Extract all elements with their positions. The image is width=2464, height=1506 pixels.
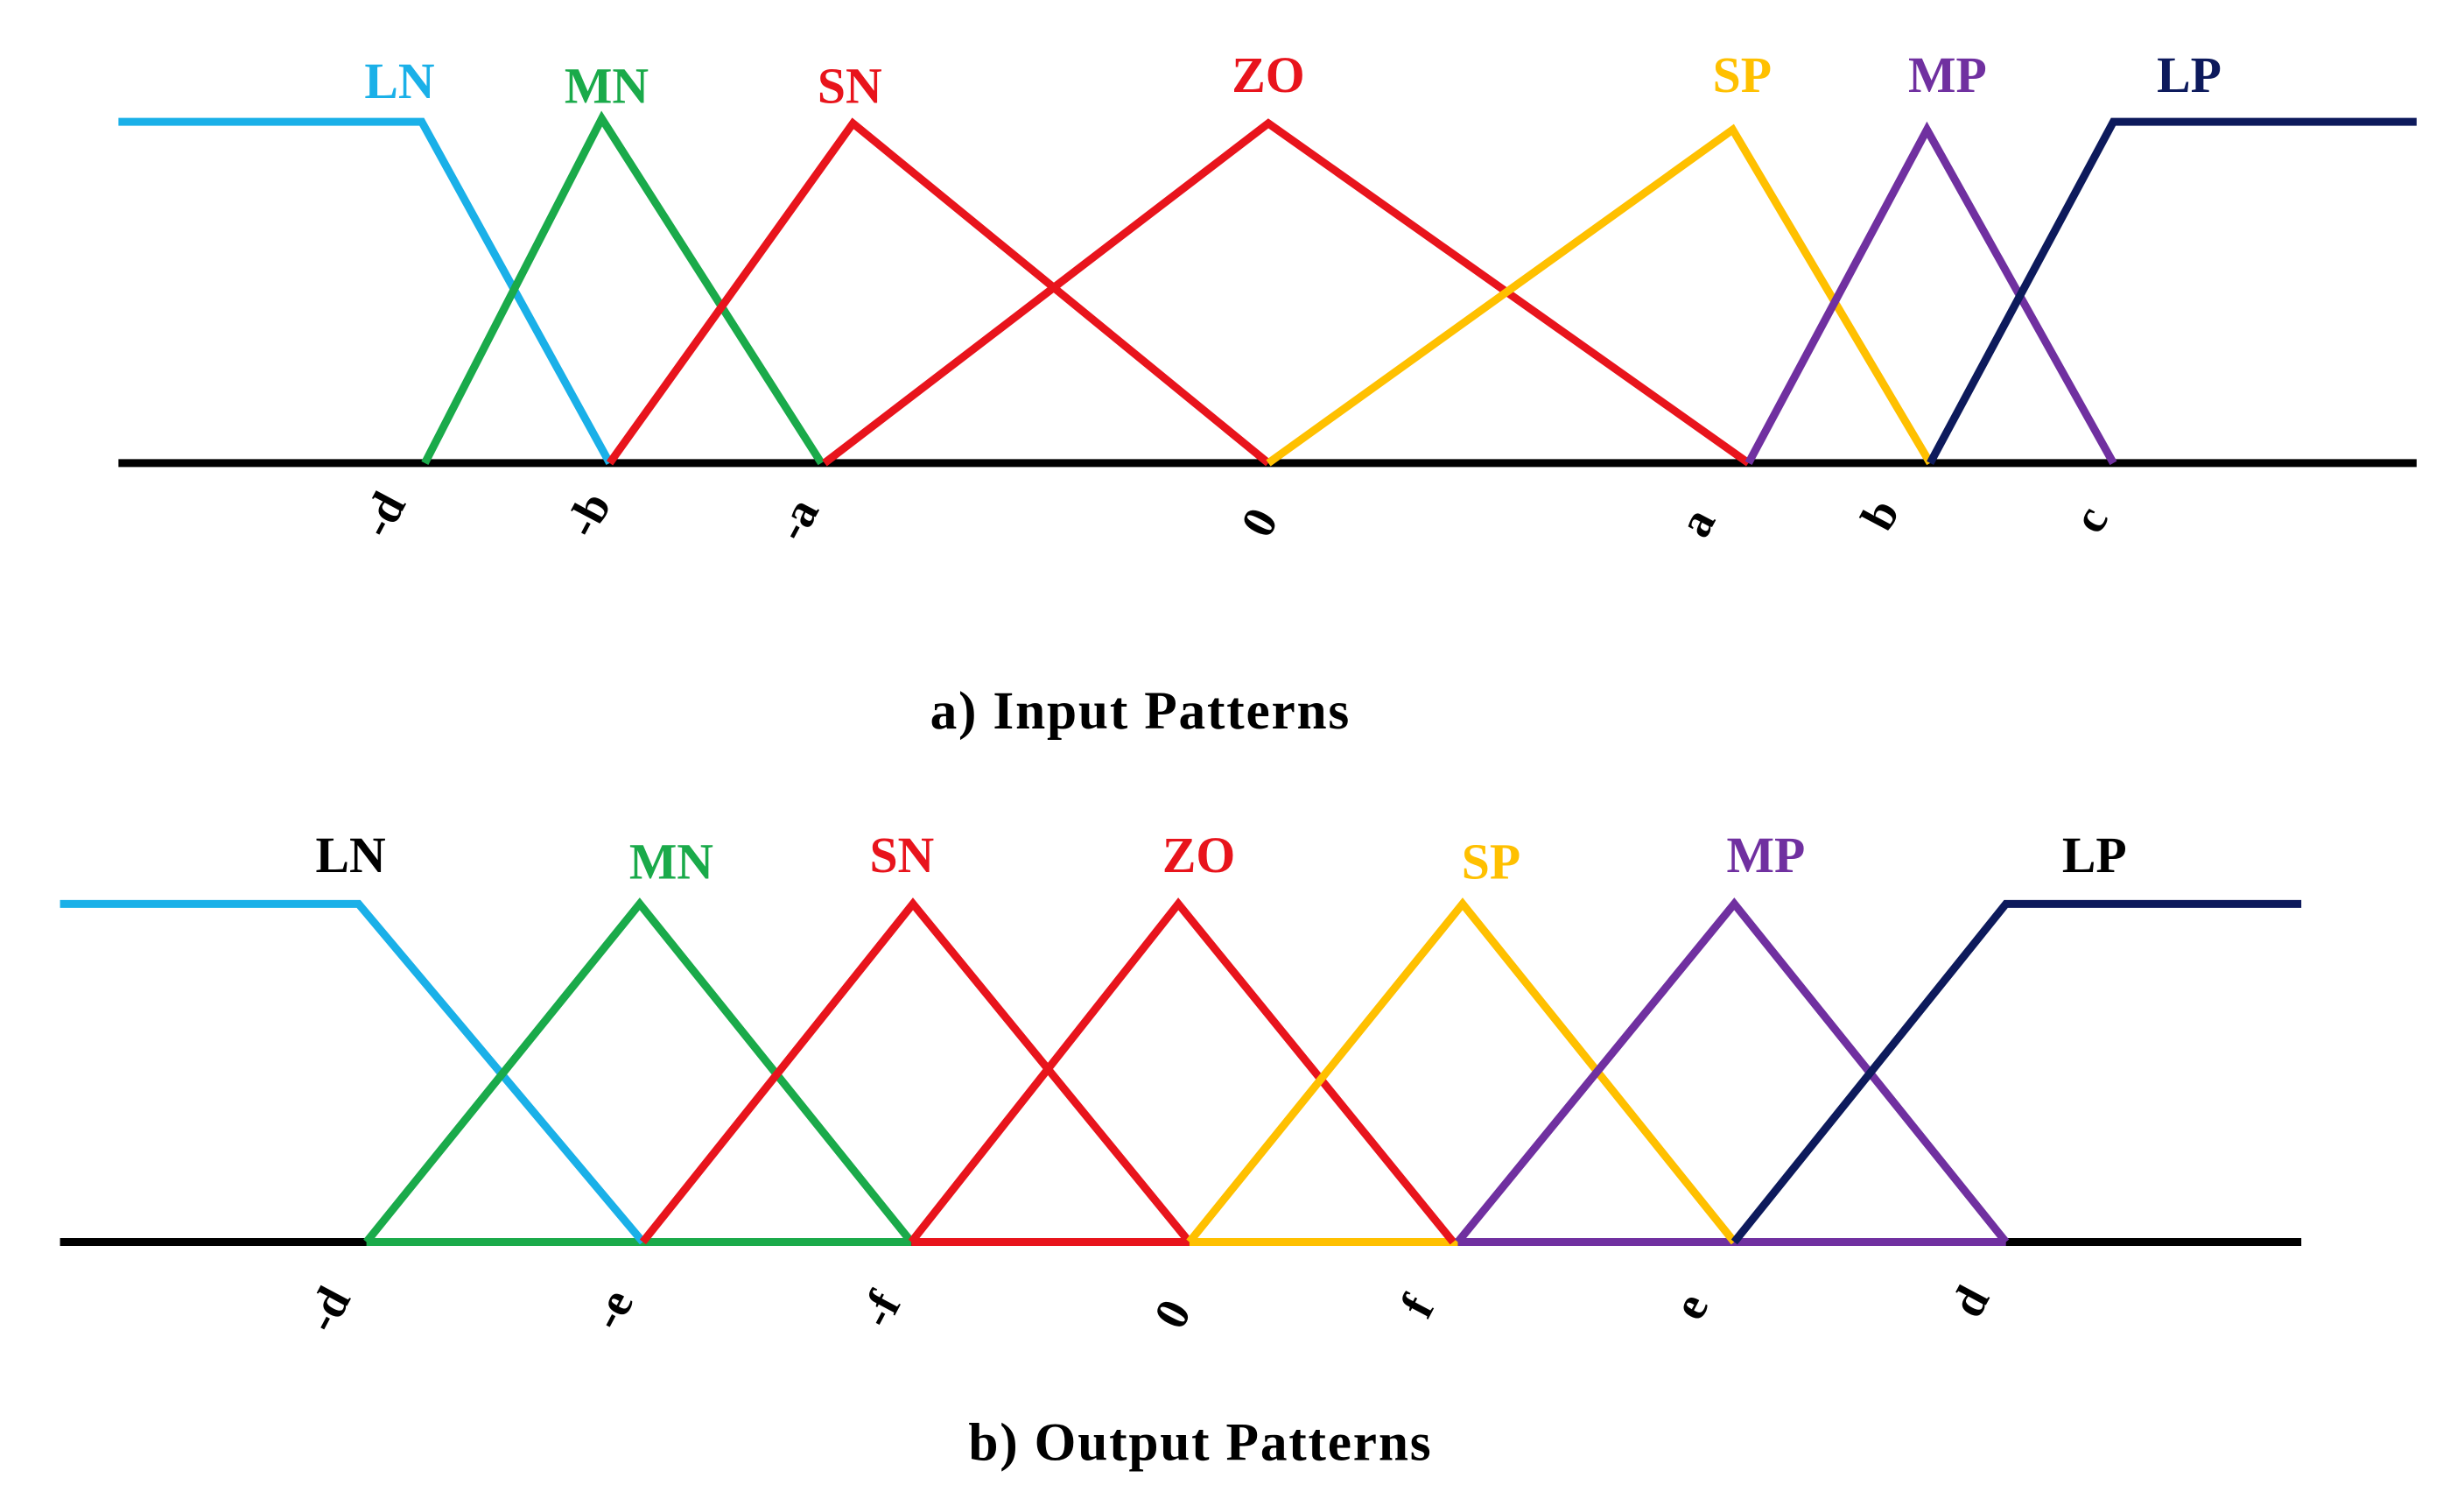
tick-label: 0: [1144, 1291, 1202, 1337]
tick-label: 0: [1231, 500, 1288, 545]
set-label: MN: [565, 59, 649, 114]
set-label: SP: [1713, 48, 1772, 103]
set-label: LP: [2062, 828, 2127, 883]
tick-label: f: [1390, 1286, 1444, 1326]
tick-label: -d: [349, 483, 416, 545]
tick-label: b: [1850, 490, 1909, 538]
ln-curve: [118, 117, 614, 466]
set-label: SP: [1462, 834, 1520, 890]
caption: a) Input Patterns: [930, 681, 1351, 741]
zo-curve: [822, 118, 1751, 467]
set-label: LN: [364, 54, 434, 109]
set-label: MP: [1727, 828, 1806, 883]
mn-curve: [421, 110, 825, 466]
lp-curve: [1730, 899, 2302, 1245]
set-label: SN: [869, 828, 934, 883]
tick-label: -f: [850, 1282, 911, 1335]
mn-curve: [363, 897, 915, 1245]
sn-curve: [639, 897, 1193, 1245]
tick-label: -e: [579, 1281, 643, 1338]
mp-curve: [1744, 121, 2117, 466]
output-panel: LN MN SN ZO SP MP LP -d -e -f 0 f e d b)…: [60, 828, 2302, 1473]
caption: b) Output Patterns: [968, 1413, 1432, 1473]
set-label: LP: [2157, 48, 2222, 103]
sp-curve: [1186, 897, 1737, 1245]
set-label: MN: [629, 834, 713, 890]
zo-curve: [908, 897, 1457, 1245]
set-label: LN: [315, 828, 385, 883]
mp-curve: [1455, 897, 2010, 1245]
tick-label: e: [1662, 1284, 1718, 1327]
set-label: ZO: [1232, 48, 1304, 103]
sn-curve: [606, 117, 1271, 467]
input-panel: LN MN SN ZO SP MP LP -d -b -a 0 a b c a)…: [118, 48, 2417, 741]
tick-label: -b: [555, 483, 621, 545]
set-label: SN: [818, 59, 882, 114]
lp-curve: [1927, 117, 2417, 466]
ln-curve: [60, 899, 646, 1245]
tick-label: a: [1668, 500, 1726, 545]
set-label: MP: [1908, 48, 1987, 103]
sp-curve: [1266, 123, 1934, 467]
tick-label: c: [2062, 497, 2118, 540]
tick-label: d: [1941, 1277, 1999, 1326]
tick-label: -d: [294, 1278, 361, 1341]
tick-label: -a: [764, 489, 829, 549]
set-label: ZO: [1162, 828, 1235, 883]
